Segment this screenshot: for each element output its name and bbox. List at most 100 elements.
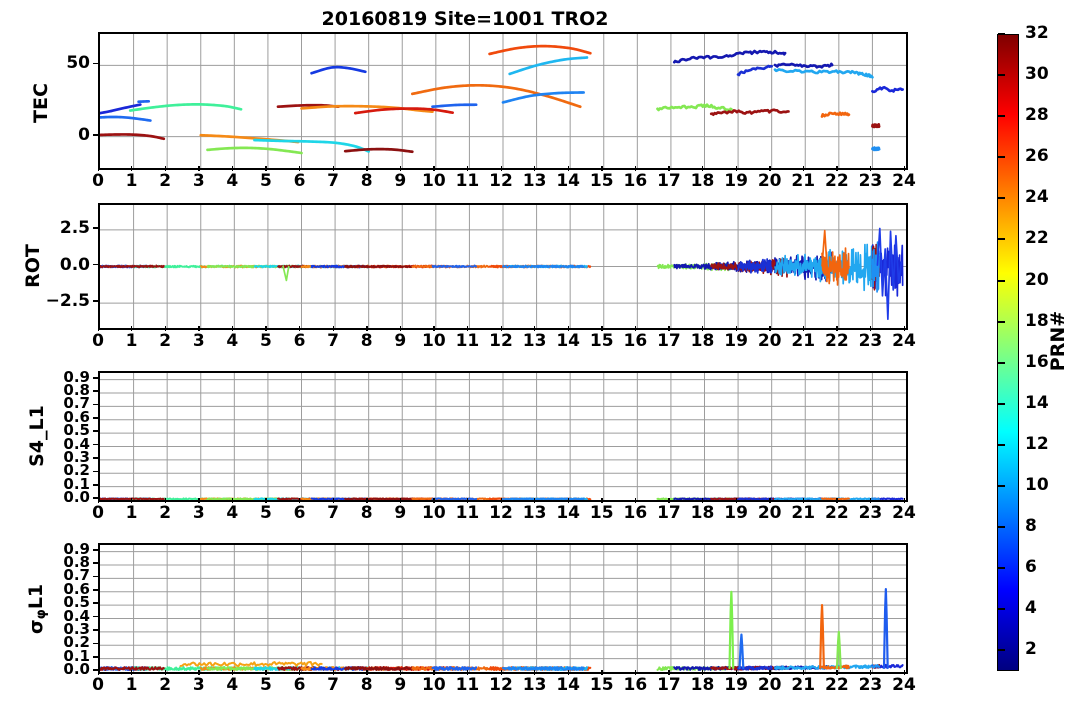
axis-tick-mark	[634, 498, 637, 503]
x-tick-label: 9	[394, 171, 407, 191]
axis-tick-mark	[702, 670, 704, 675]
axis-tick-mark	[601, 670, 603, 675]
axis-tick-mark	[802, 326, 805, 331]
axis-tick-mark	[500, 498, 502, 503]
axis-tick-mark	[93, 589, 98, 591]
axis-tick-mark	[164, 166, 167, 171]
x-tick-label: 14	[556, 675, 580, 695]
x-tick-label: 24	[892, 503, 916, 523]
axis-tick-mark	[93, 562, 98, 564]
axis-tick-mark	[332, 498, 334, 503]
x-tick-label: 6	[293, 331, 306, 351]
axis-tick-mark	[93, 470, 98, 473]
x-tick-label: 13	[522, 503, 547, 523]
panel-tec-axes	[98, 32, 908, 170]
x-tick-label: 12	[489, 171, 513, 191]
y-tick-label: 0.4	[63, 434, 90, 453]
colorbar-tick-label: 8	[1025, 516, 1037, 537]
colorbar-tick-label: 10	[1025, 475, 1049, 496]
colorbar-tick-mark	[998, 402, 1005, 405]
x-tick-label: 22	[824, 171, 849, 191]
x-tick-label: 1	[125, 171, 138, 191]
axis-tick-mark	[93, 300, 98, 302]
colorbar-tick-mark	[998, 279, 1005, 282]
x-tick-label: 24	[892, 331, 916, 351]
axis-tick-mark	[131, 326, 133, 331]
y-tick-label: 0.8	[63, 553, 90, 572]
axis-tick-mark	[534, 166, 536, 171]
y-tick-label: 2.5	[59, 217, 90, 238]
axis-tick-mark	[164, 498, 167, 503]
colorbar-tick-mark	[998, 567, 1005, 570]
axis-tick-mark	[903, 166, 905, 171]
axis-tick-mark	[231, 326, 234, 331]
y-tick-label: 0	[78, 124, 90, 145]
y-tick-label: 0.9	[63, 367, 90, 386]
axis-tick-mark	[131, 166, 133, 171]
axis-tick-mark	[93, 263, 98, 266]
x-tick-label: 9	[394, 503, 407, 523]
axis-tick-mark	[668, 166, 670, 171]
y-tick-label: 0.0	[59, 254, 90, 275]
x-tick-label: 0	[92, 675, 104, 695]
axis-tick-mark	[466, 166, 469, 171]
panel-sigmaphi-axes	[98, 543, 908, 674]
colorbar-tick-mark	[998, 156, 1005, 159]
axis-tick-mark	[802, 498, 805, 503]
x-tick-label: 2	[159, 171, 172, 191]
axis-tick-mark	[93, 457, 98, 459]
axis-tick-mark	[93, 642, 98, 645]
axis-tick-mark	[131, 498, 133, 503]
axis-tick-mark	[500, 166, 502, 171]
colorbar-tick-mark	[998, 443, 1005, 446]
x-tick-label: 1	[125, 503, 138, 523]
colorbar-tick-label: 22	[1025, 228, 1049, 249]
axis-tick-mark	[836, 166, 838, 171]
colorbar-tick-label: 4	[1025, 598, 1037, 619]
axis-tick-mark	[366, 166, 368, 171]
colorbar-tick-label: 12	[1025, 433, 1049, 454]
x-tick-label: 18	[690, 331, 715, 351]
axis-tick-mark	[735, 670, 737, 675]
figure-title: 20160819 Site=1001 TRO2	[321, 8, 609, 30]
axis-tick-mark	[836, 670, 838, 675]
x-tick-label: 17	[657, 171, 681, 191]
axis-tick-mark	[903, 670, 905, 675]
axis-tick-mark	[366, 326, 368, 331]
x-tick-label: 15	[589, 171, 614, 191]
axis-tick-mark	[93, 390, 98, 392]
x-tick-label: 21	[791, 675, 816, 695]
y-tick-label: 0.3	[63, 447, 90, 466]
axis-tick-mark	[668, 670, 670, 675]
axis-tick-mark	[399, 166, 402, 171]
x-tick-label: 10	[421, 503, 446, 523]
x-tick-label: 0	[92, 331, 104, 351]
x-tick-label: 19	[724, 675, 748, 695]
x-tick-label: 21	[791, 503, 816, 523]
y-tick-label: 0.2	[63, 461, 90, 480]
axis-tick-mark	[634, 166, 637, 171]
axis-tick-mark	[466, 498, 469, 503]
axis-tick-mark	[93, 62, 98, 65]
x-tick-label: 11	[455, 331, 480, 351]
axis-tick-mark	[769, 498, 771, 503]
x-tick-label: 5	[259, 171, 272, 191]
x-tick-label: 0	[92, 171, 104, 191]
x-tick-label: 13	[522, 675, 547, 695]
x-tick-label: 18	[690, 171, 715, 191]
x-tick-label: 3	[192, 331, 205, 351]
axis-tick-mark	[601, 326, 603, 331]
colorbar-tick-mark	[998, 33, 1005, 35]
y-tick-label: 0.8	[63, 381, 90, 400]
axis-tick-mark	[93, 655, 98, 658]
axis-tick-mark	[500, 326, 502, 331]
x-tick-label: 3	[192, 171, 205, 191]
axis-tick-mark	[601, 498, 603, 503]
axis-tick-mark	[735, 326, 737, 331]
axis-tick-mark	[399, 326, 402, 331]
axis-tick-mark	[702, 166, 704, 171]
x-tick-label: 16	[623, 331, 648, 351]
x-tick-label: 12	[489, 503, 513, 523]
colorbar-tick-mark	[998, 115, 1005, 118]
x-tick-label: 11	[455, 171, 480, 191]
